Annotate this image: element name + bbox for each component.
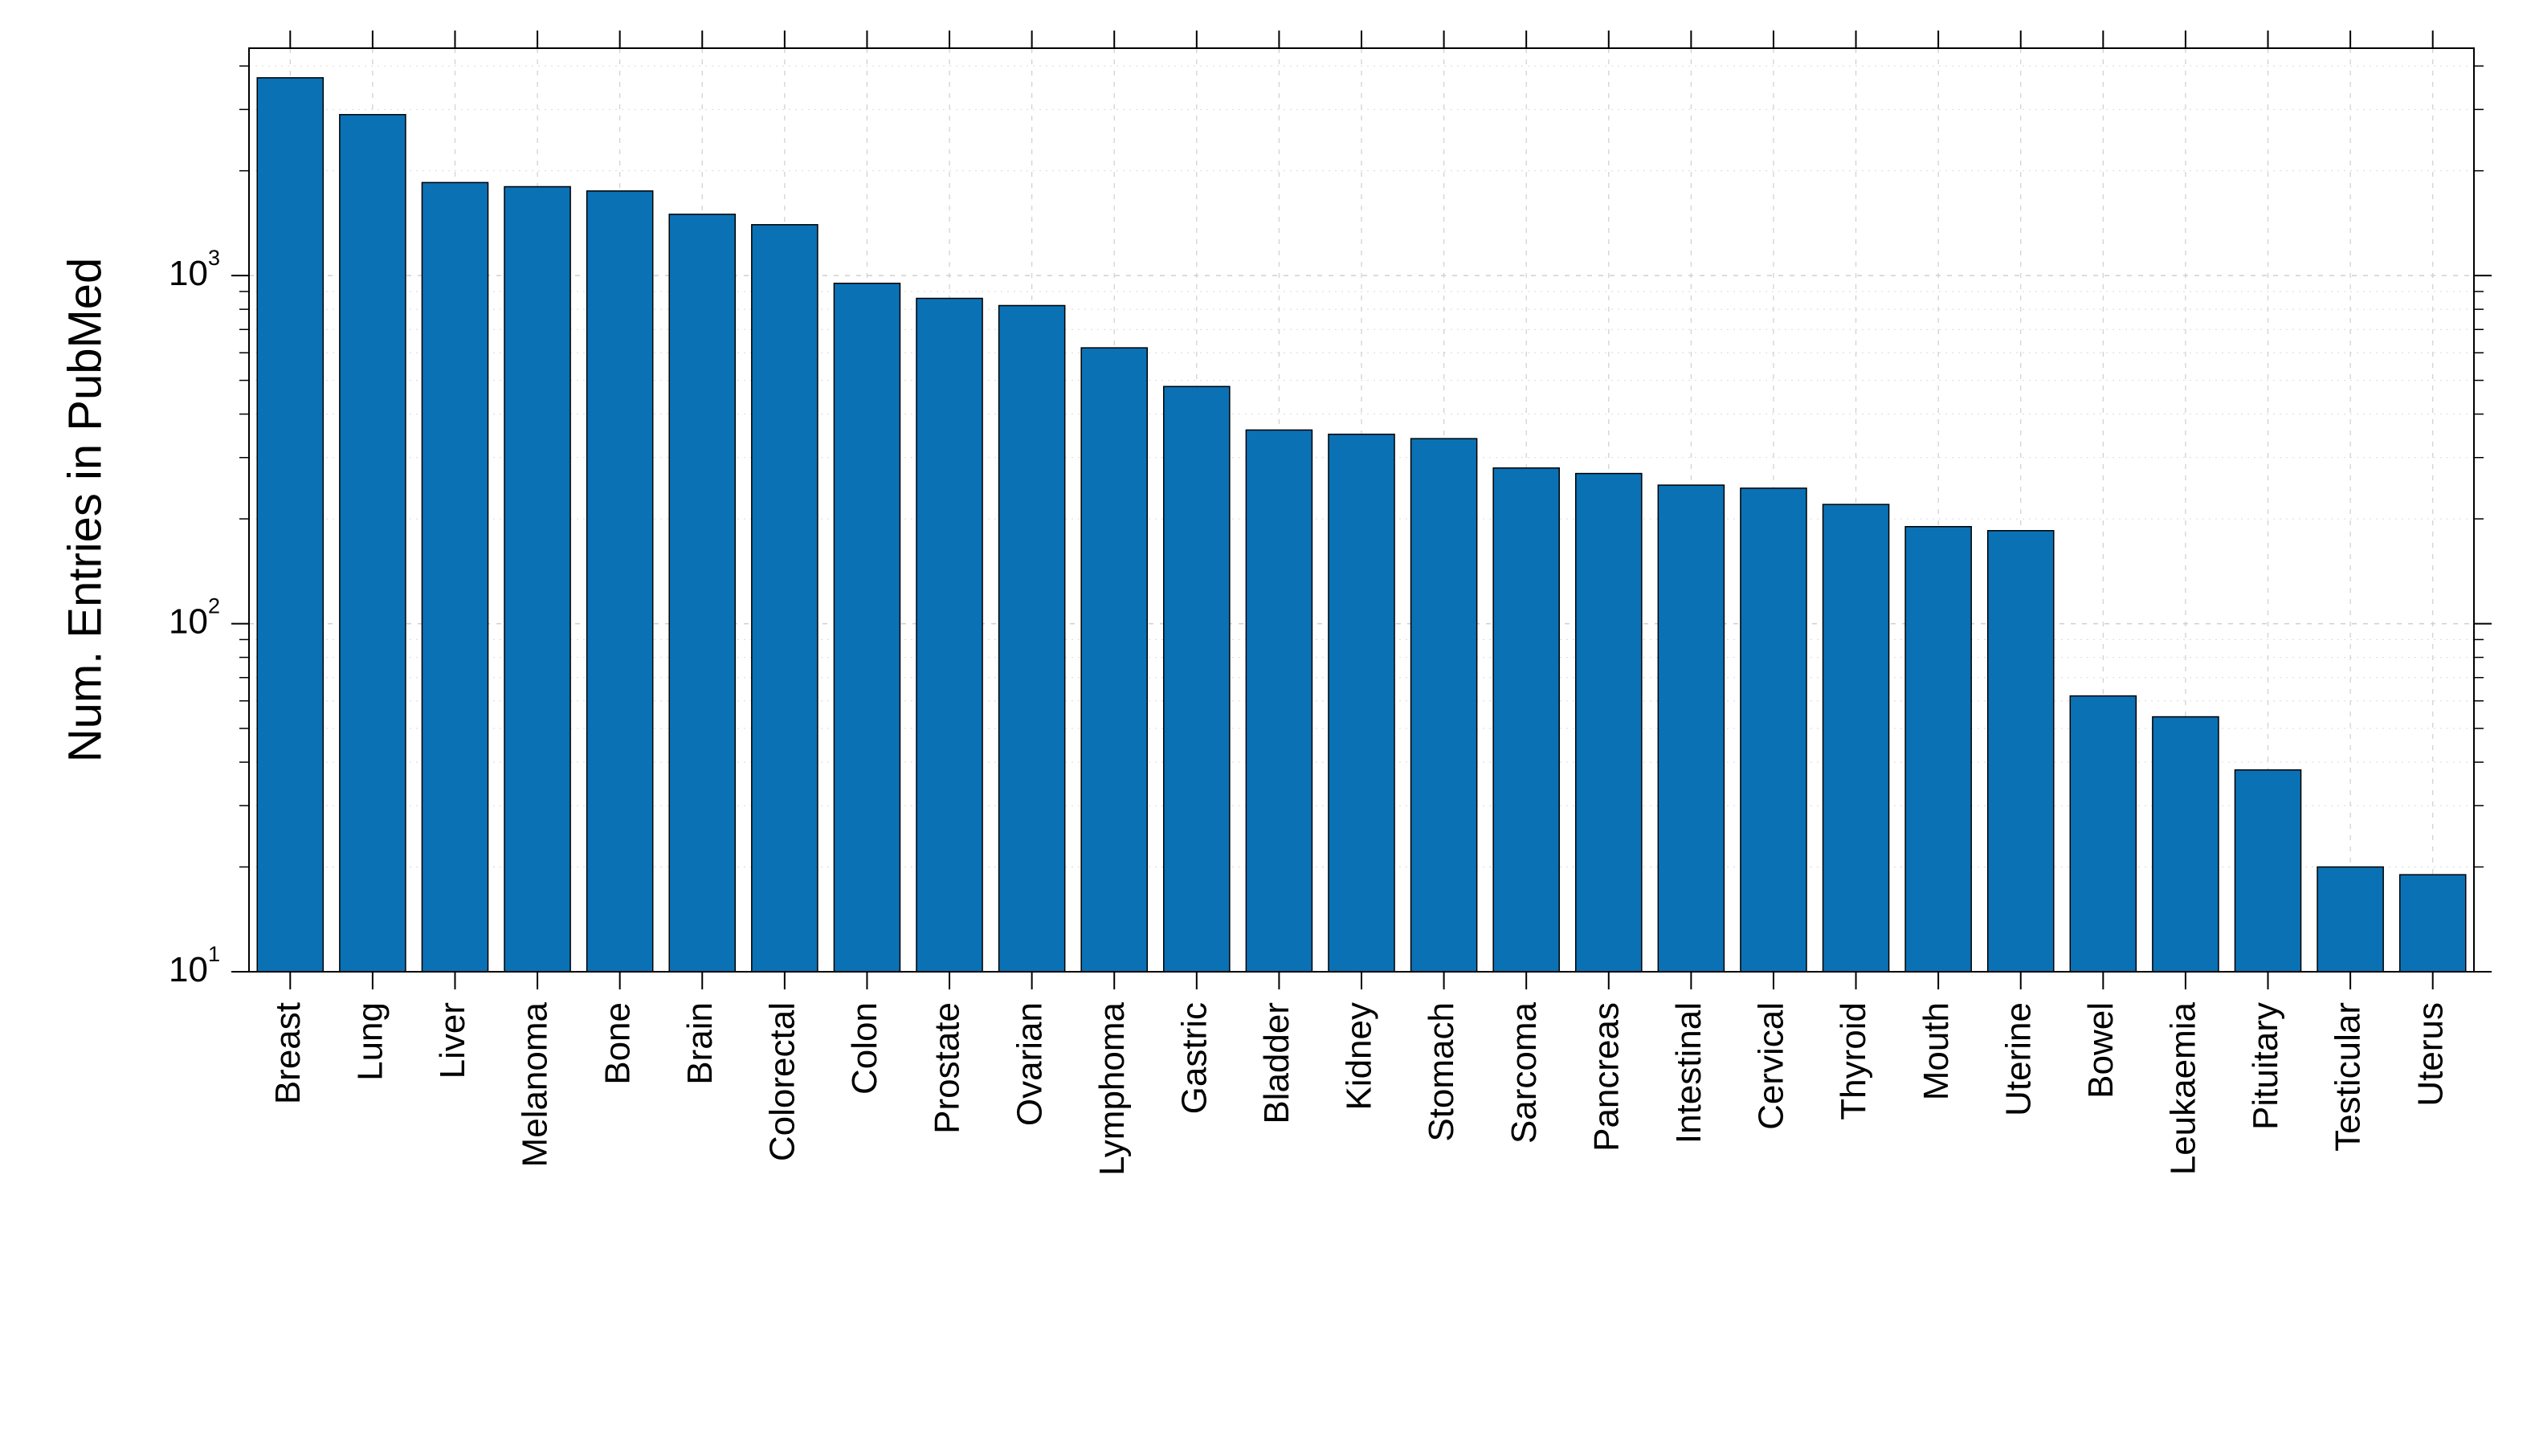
bar-colon xyxy=(834,283,900,972)
bar-colorectal xyxy=(752,225,818,972)
bar-mouth xyxy=(1905,527,1971,972)
x-tick-label: Pancreas xyxy=(1586,1002,1626,1152)
bar-leukaemia xyxy=(2153,717,2219,972)
x-tick-label: Stomach xyxy=(1422,1002,1461,1142)
pubmed-entries-bar-chart: 101102103BreastLungLiverMelanomaBoneBrai… xyxy=(0,0,2535,1456)
bar-bone xyxy=(587,191,653,972)
x-tick-label: Kidney xyxy=(1340,1002,1379,1111)
x-tick-label: Liver xyxy=(433,1002,472,1079)
bar-lung xyxy=(340,115,406,972)
bar-chart-svg: 101102103BreastLungLiverMelanomaBoneBrai… xyxy=(0,0,2535,1456)
x-tick-label: Bowel xyxy=(2081,1002,2121,1099)
x-tick-label: Uterus xyxy=(2410,1002,2450,1107)
y-axis-title: Num. Entries in PubMed xyxy=(59,258,111,763)
bar-melanoma xyxy=(504,186,570,972)
bar-breast xyxy=(257,78,323,972)
x-tick-label: Gastric xyxy=(1174,1002,1214,1114)
x-tick-label: Breast xyxy=(268,1002,308,1104)
bar-gastric xyxy=(1164,386,1230,972)
bar-uterine xyxy=(1988,531,2054,972)
x-tick-label: Prostate xyxy=(928,1002,967,1134)
x-tick-label: Lung xyxy=(351,1002,390,1081)
bar-cervical xyxy=(1741,488,1806,972)
x-tick-label: Sarcoma xyxy=(1504,1001,1544,1144)
x-tick-label: Leukaemia xyxy=(2164,1001,2203,1175)
bar-sarcoma xyxy=(1493,468,1559,972)
bar-kidney xyxy=(1329,434,1394,972)
x-tick-label: Brain xyxy=(680,1002,720,1085)
x-tick-label: Testicular xyxy=(2329,1002,2368,1152)
x-tick-label: Bone xyxy=(598,1002,637,1085)
bar-intestinal xyxy=(1658,485,1724,972)
bar-pancreas xyxy=(1576,474,1642,972)
bar-bladder xyxy=(1246,430,1312,972)
bar-bowel xyxy=(2070,696,2136,972)
bar-thyroid xyxy=(1823,504,1889,972)
bar-lymphoma xyxy=(1081,348,1147,972)
bar-stomach xyxy=(1411,438,1477,972)
bar-prostate xyxy=(916,299,982,972)
bar-pituitary xyxy=(2235,770,2300,972)
x-tick-label: Cervical xyxy=(1752,1002,1791,1130)
x-tick-label: Thyroid xyxy=(1834,1002,1873,1120)
bar-brain xyxy=(669,214,735,972)
x-tick-label: Intestinal xyxy=(1669,1002,1708,1144)
x-tick-label: Melanoma xyxy=(516,1001,555,1167)
x-tick-label: Ovarian xyxy=(1010,1002,1049,1126)
bar-testicular xyxy=(2317,867,2383,972)
x-tick-label: Pituitary xyxy=(2246,1002,2285,1130)
x-tick-label: Colorectal xyxy=(762,1002,802,1161)
bar-ovarian xyxy=(999,305,1065,972)
x-tick-label: Colon xyxy=(845,1002,884,1095)
bar-uterus xyxy=(2400,875,2466,972)
x-tick-label: Mouth xyxy=(1917,1002,1956,1100)
bar-liver xyxy=(422,182,488,972)
x-tick-label: Uterine xyxy=(1998,1002,2038,1116)
x-tick-label: Lymphoma xyxy=(1092,1001,1132,1176)
x-tick-label: Bladder xyxy=(1257,1002,1296,1124)
